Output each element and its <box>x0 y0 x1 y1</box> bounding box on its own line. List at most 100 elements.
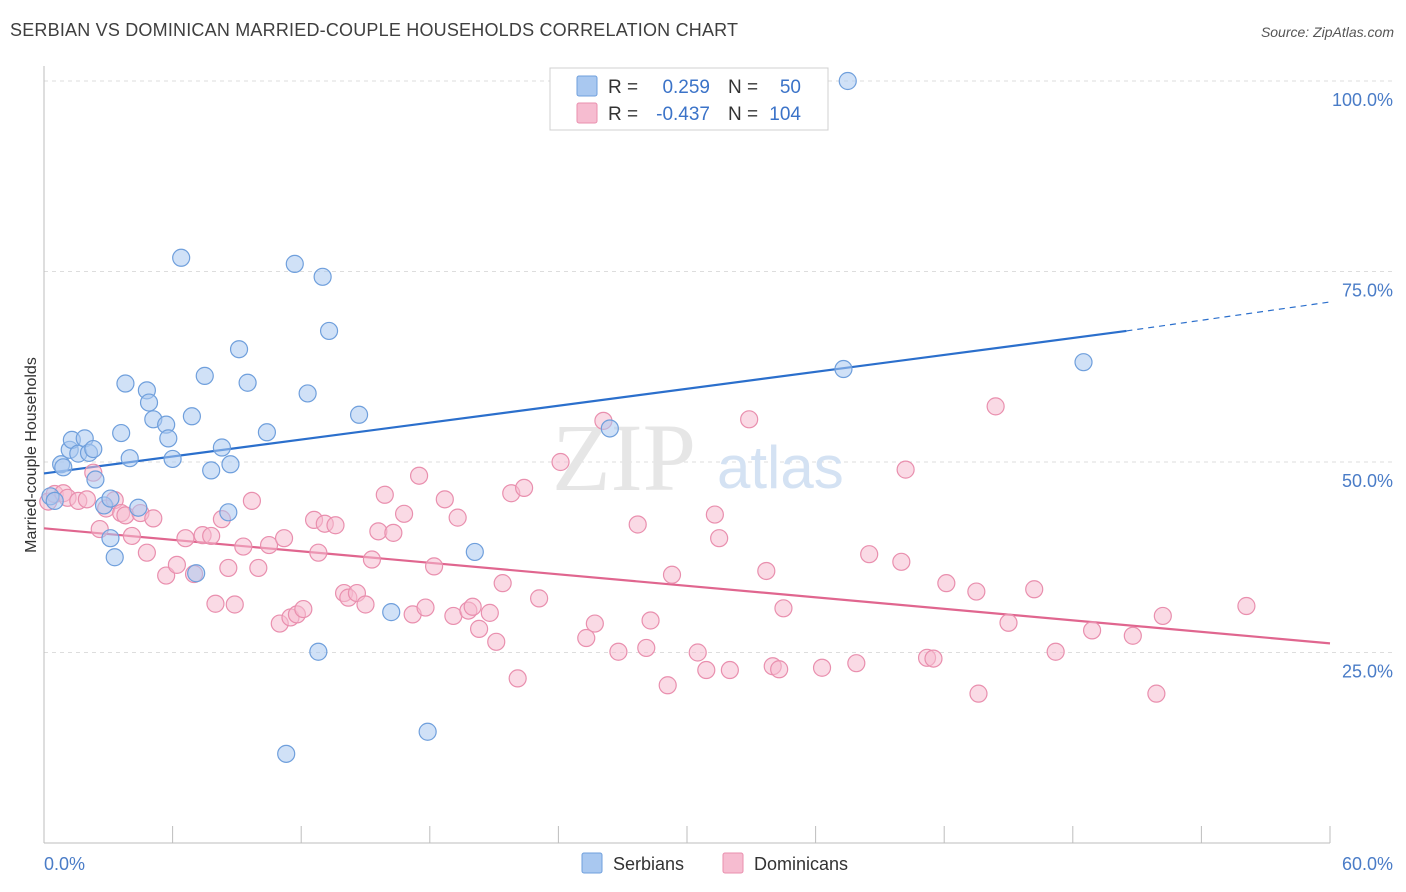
dominican-point <box>860 545 879 564</box>
dominican-point <box>202 526 221 546</box>
dominican-point <box>530 589 549 608</box>
dominican-point <box>356 595 375 614</box>
serbian-point <box>187 564 206 583</box>
bottom-legend: Serbians Dominicans <box>581 852 848 874</box>
serbian-point <box>129 498 148 517</box>
dominican-point <box>219 558 238 578</box>
dominican-point <box>1082 621 1102 640</box>
y-axis-label: Married-couple Households <box>23 357 40 553</box>
dominican-point <box>435 490 454 509</box>
legend-n-value: 104 <box>769 104 801 125</box>
bottom-legend-dominicans: Dominicans <box>754 854 848 874</box>
serbian-point <box>159 429 178 448</box>
dominican-point <box>394 504 414 523</box>
dominican-point <box>508 669 527 688</box>
dominican-point <box>609 642 628 661</box>
dominican-point <box>463 597 482 616</box>
dominican-point <box>720 660 739 680</box>
dominican-point <box>967 582 986 601</box>
serbian-point <box>86 470 105 489</box>
serbian-point <box>101 489 120 508</box>
dominican-point <box>551 452 570 472</box>
grid-lines <box>44 80 1392 653</box>
x-tick-labels: 0.0% 60.0% <box>44 854 1393 874</box>
bottom-legend-swatch-serbians <box>581 852 603 874</box>
chart-source: Source: ZipAtlas.com <box>1260 24 1394 40</box>
watermark-atlas: atlas <box>717 434 844 501</box>
serbian-point <box>101 529 120 548</box>
legend-n-label: N = <box>728 104 758 125</box>
dominican-point <box>259 535 279 555</box>
dominican-point <box>999 613 1018 632</box>
dominican-point <box>206 594 225 613</box>
dominican-point <box>225 595 244 614</box>
dominican-point <box>812 658 832 677</box>
serbian-point <box>285 254 304 273</box>
dominican-point <box>770 660 789 679</box>
serbian-point <box>219 503 238 522</box>
dominican-point <box>176 529 195 548</box>
serbian-point <box>195 366 214 385</box>
x-tick-label: 60.0% <box>1342 854 1393 874</box>
dominican-point <box>167 555 186 574</box>
legend-r-value: 0.259 <box>662 77 710 98</box>
dominican-point <box>424 557 444 576</box>
serbians-trend-extension <box>1126 301 1331 332</box>
bottom-legend-serbians: Serbians <box>613 854 684 874</box>
serbian-point <box>105 548 124 567</box>
dominican-point <box>249 558 268 578</box>
dominican-point <box>493 574 512 593</box>
dominican-point <box>1046 642 1065 661</box>
dominican-point <box>658 676 677 695</box>
serbian-point <box>139 393 159 412</box>
dominican-point <box>144 509 163 528</box>
legend-swatch-dominicans <box>576 102 598 124</box>
dominican-point <box>362 550 382 569</box>
dominican-point <box>710 529 729 548</box>
legend-n-value: 50 <box>780 77 801 98</box>
dominican-point <box>77 490 96 509</box>
dominican-point <box>515 478 534 498</box>
y-tick-labels: 25.0% 50.0% 75.0% 100.0% <box>1332 90 1393 682</box>
serbian-point <box>309 642 328 661</box>
y-tick-label: 100.0% <box>1332 90 1393 110</box>
dominican-point <box>892 552 911 571</box>
dominican-point <box>697 660 716 680</box>
dominican-point <box>309 543 328 562</box>
dominican-point <box>577 628 596 648</box>
serbian-point <box>319 321 339 341</box>
dominican-point <box>1123 626 1142 645</box>
dominican-point <box>480 603 499 622</box>
serbian-point <box>45 491 64 510</box>
dominican-point <box>705 505 724 524</box>
watermark-zip: ZIP <box>552 404 696 511</box>
serbian-point <box>313 267 332 286</box>
chart-title: SERBIAN VS DOMINICAN MARRIED-COUPLE HOUS… <box>10 20 739 40</box>
dominican-point <box>294 599 313 619</box>
serbian-point <box>202 461 221 480</box>
dominican-point <box>487 632 506 651</box>
y-tick-label: 75.0% <box>1342 281 1393 301</box>
dominican-point <box>137 543 156 562</box>
dominican-point <box>662 565 682 584</box>
dominican-point <box>585 614 604 633</box>
legend-r-label: R = <box>608 77 638 98</box>
dominican-point <box>369 522 388 541</box>
serbian-point <box>834 359 853 379</box>
serbian-point <box>163 449 182 469</box>
serbian-point <box>221 455 240 474</box>
dominican-point <box>986 397 1005 416</box>
serbian-point <box>212 438 231 457</box>
dominican-point <box>448 508 467 527</box>
serbian-point <box>116 374 135 393</box>
dominican-point <box>375 485 394 504</box>
serbian-point <box>238 373 257 392</box>
dominican-point <box>1237 596 1256 616</box>
serbian-point <box>382 603 401 622</box>
y-tick-label: 50.0% <box>1342 471 1393 491</box>
serbian-point <box>172 248 191 267</box>
dominican-point <box>234 537 253 556</box>
serbian-point <box>298 384 317 403</box>
dominican-point <box>628 515 647 534</box>
